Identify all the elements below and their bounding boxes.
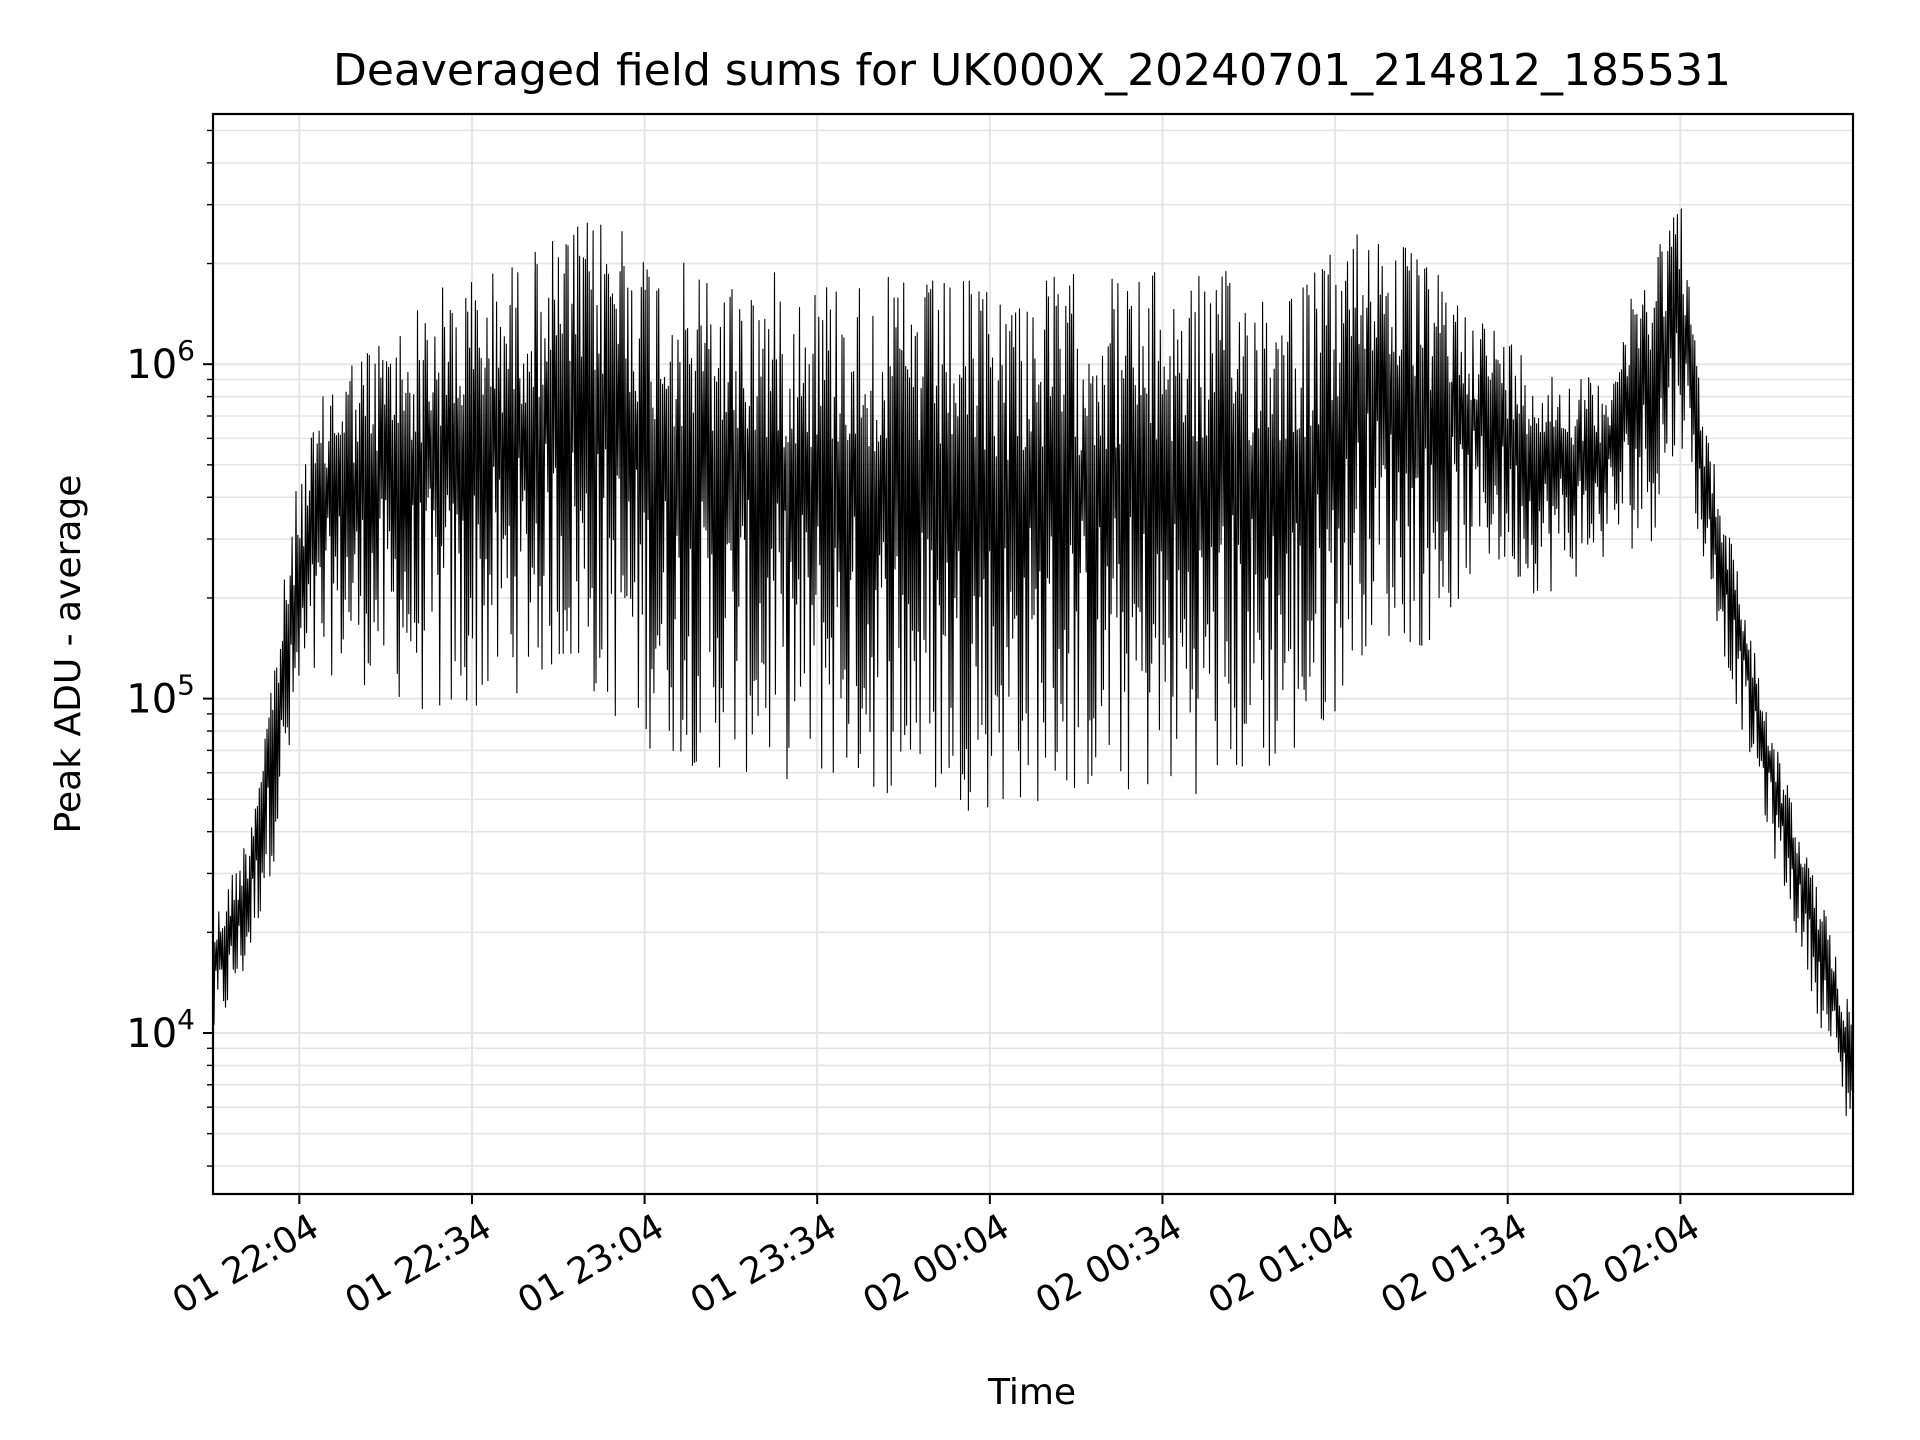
y-tick-label: 105	[126, 669, 195, 723]
chart-title: Deaveraged field sums for UK000X_2024070…	[333, 45, 1731, 96]
y-axis-label: Peak ADU - average	[48, 475, 89, 834]
y-tick-label: 106	[126, 334, 195, 388]
y-tick-label: 104	[126, 1003, 195, 1057]
x-axis-label: Time	[987, 1372, 1076, 1413]
data-series-line	[212, 208, 1854, 1117]
series-line-path	[212, 208, 1854, 1117]
plot-frame	[211, 112, 1855, 1196]
y-axis: 104 105 106	[126, 129, 213, 1167]
